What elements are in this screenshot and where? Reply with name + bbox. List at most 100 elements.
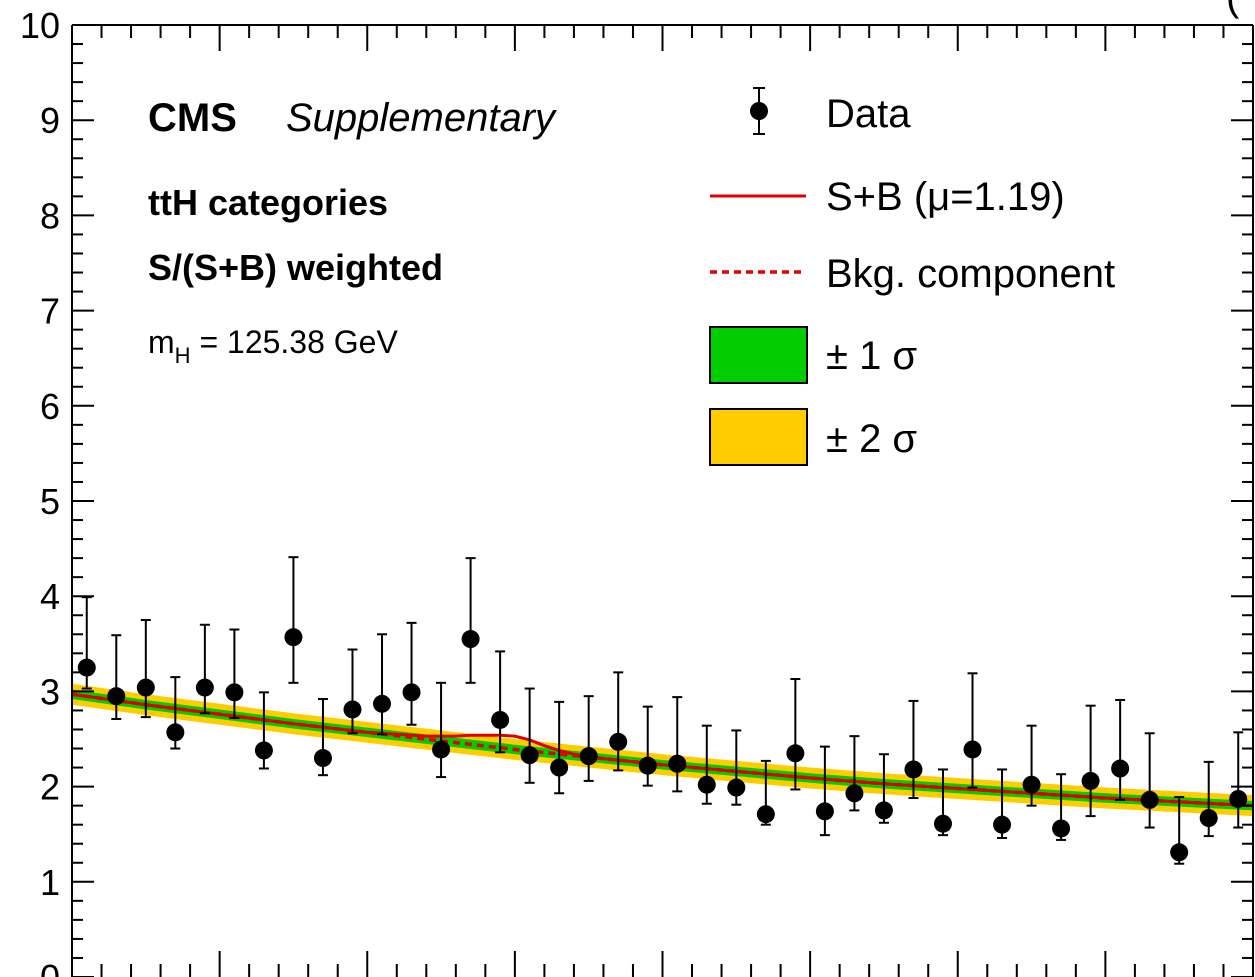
- y-tick-label: 8: [40, 195, 60, 236]
- data-marker: [1229, 789, 1248, 808]
- data-point: [284, 556, 303, 684]
- data-marker: [609, 732, 628, 751]
- data-point: [904, 699, 923, 800]
- data-point: [550, 700, 569, 795]
- data-marker: [697, 775, 716, 794]
- data-marker: [579, 747, 598, 766]
- data-marker: [491, 710, 510, 729]
- data-marker: [461, 630, 480, 649]
- data-marker: [77, 658, 96, 677]
- data-point: [107, 634, 126, 721]
- data-marker: [343, 700, 362, 719]
- experiment-label: CMS: [148, 96, 237, 140]
- data-point: [579, 695, 598, 782]
- data-point: [343, 648, 362, 735]
- data-point: [373, 633, 392, 736]
- data-point: [136, 619, 155, 719]
- legend-one-sigma-swatch: [709, 326, 808, 384]
- data-marker: [107, 687, 126, 706]
- data-marker: [1081, 771, 1100, 790]
- data-marker: [756, 805, 775, 824]
- data-point: [638, 705, 657, 787]
- y-tick-label: 9: [40, 100, 60, 141]
- header-partial-text: (: [1226, 0, 1240, 19]
- data-marker: [195, 678, 214, 697]
- y-tick-label: 7: [40, 291, 60, 332]
- data-marker: [284, 628, 303, 647]
- data-point: [1170, 796, 1189, 865]
- mass-label: mH = 125.38 GeV: [148, 324, 398, 368]
- legend-entry-two-sigma: ± 2 σ: [709, 408, 917, 466]
- data-marker: [1140, 790, 1159, 809]
- y-tick-label: 2: [40, 767, 60, 808]
- data-marker: [254, 741, 273, 760]
- legend-two-sigma-swatch: [709, 408, 808, 466]
- data-point: [166, 676, 185, 750]
- legend-entry-one-sigma: ± 1 σ: [709, 326, 917, 384]
- category-label-line1: ttH categories: [148, 182, 388, 223]
- data-marker: [402, 683, 421, 702]
- data-marker: [874, 801, 893, 820]
- data-point: [402, 621, 421, 726]
- data-marker: [668, 754, 687, 773]
- data-points: [77, 556, 1248, 865]
- data-point: [1022, 724, 1041, 807]
- data-point: [697, 724, 716, 805]
- status-label: Supplementary: [286, 96, 558, 140]
- data-point: [1111, 698, 1130, 801]
- data-point: [874, 753, 893, 824]
- data-point: [993, 768, 1012, 840]
- data-marker: [1022, 775, 1041, 794]
- data-point: [225, 628, 244, 720]
- data-point: [432, 681, 451, 779]
- data-marker: [432, 740, 451, 759]
- data-marker: [1111, 759, 1130, 778]
- data-marker: [520, 746, 539, 765]
- data-point: [845, 735, 864, 812]
- y-tick-label: 6: [40, 386, 60, 427]
- data-point: [756, 759, 775, 826]
- data-point: [668, 696, 687, 793]
- data-marker: [550, 758, 569, 777]
- two-sigma-band: [72, 683, 1253, 817]
- data-point: [933, 768, 952, 837]
- y-tick-label: 0: [40, 957, 60, 977]
- data-point: [254, 691, 273, 770]
- data-point: [1199, 760, 1218, 838]
- legend-entry-sb: S+B (μ=1.19): [710, 175, 1065, 219]
- data-marker: [1199, 809, 1218, 828]
- data-marker: [963, 740, 982, 759]
- category-label-line2: S/(S+B) weighted: [148, 247, 443, 288]
- legend-data-marker: [750, 102, 768, 120]
- data-marker: [166, 723, 185, 742]
- data-marker: [1052, 819, 1071, 838]
- y-tick-label: 3: [40, 671, 60, 712]
- data-marker: [815, 802, 834, 821]
- y-tick-label: 10: [20, 5, 60, 46]
- data-point: [1140, 732, 1159, 829]
- data-marker: [225, 683, 244, 702]
- data-marker: [786, 744, 805, 763]
- data-point: [1229, 731, 1248, 829]
- legend-entry-bkg: Bkg. component: [710, 252, 1115, 296]
- legend-data-label: Data: [826, 92, 911, 136]
- y-tick-label: 5: [40, 481, 60, 522]
- legend-one-sigma-label: ± 1 σ: [826, 334, 917, 378]
- data-point: [609, 671, 628, 772]
- data-point: [520, 687, 539, 784]
- data-marker: [313, 749, 332, 768]
- data-point: [313, 698, 332, 777]
- data-marker: [904, 760, 923, 779]
- axis-ticks: [71, 24, 1254, 977]
- legend-two-sigma-label: ± 2 σ: [826, 417, 917, 461]
- data-marker: [933, 814, 952, 833]
- legend-sb-label: S+B (μ=1.19): [826, 175, 1065, 219]
- data-marker: [373, 694, 392, 713]
- data-marker: [845, 784, 864, 803]
- y-axis-tick-labels: 0 1 2 3 4 5 6 7 8 9 10: [20, 5, 60, 977]
- data-marker: [993, 815, 1012, 834]
- legend: Data S+B (μ=1.19) Bkg. component ± 1 σ ±…: [709, 87, 1115, 466]
- data-point: [491, 650, 510, 754]
- data-point: [727, 729, 746, 806]
